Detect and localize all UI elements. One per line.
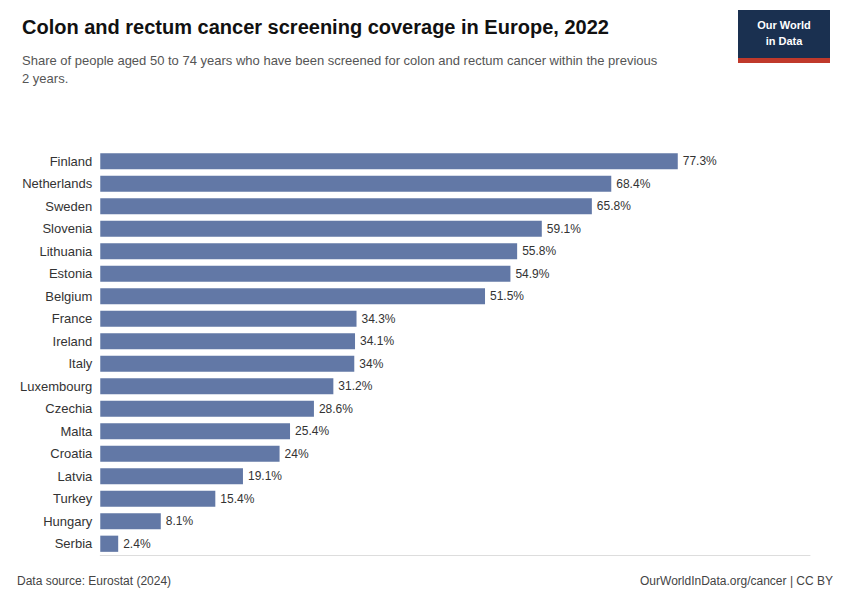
svg-text:34.1%: 34.1% bbox=[360, 334, 394, 348]
svg-text:Luxembourg: Luxembourg bbox=[20, 379, 92, 394]
svg-text:15.4%: 15.4% bbox=[220, 492, 254, 506]
svg-text:54.9%: 54.9% bbox=[515, 267, 549, 281]
svg-text:28.6%: 28.6% bbox=[319, 402, 353, 416]
svg-text:Turkey: Turkey bbox=[53, 491, 93, 506]
svg-text:8.1%: 8.1% bbox=[166, 514, 194, 528]
svg-text:Lithuania: Lithuania bbox=[39, 244, 93, 259]
svg-text:Malta: Malta bbox=[60, 424, 93, 439]
svg-text:65.8%: 65.8% bbox=[597, 199, 631, 213]
svg-text:Our World: Our World bbox=[757, 19, 811, 31]
svg-text:in Data: in Data bbox=[766, 35, 804, 47]
svg-text:Hungary: Hungary bbox=[43, 514, 93, 529]
svg-text:31.2%: 31.2% bbox=[338, 379, 372, 393]
svg-text:Colon and rectum cancer screen: Colon and rectum cancer screening covera… bbox=[22, 16, 609, 38]
svg-text:Croatia: Croatia bbox=[50, 446, 93, 461]
svg-text:19.1%: 19.1% bbox=[248, 469, 282, 483]
svg-text:Sweden: Sweden bbox=[45, 199, 92, 214]
svg-text:Estonia: Estonia bbox=[49, 266, 93, 281]
svg-text:2.4%: 2.4% bbox=[123, 537, 151, 551]
svg-text:Latvia: Latvia bbox=[58, 469, 93, 484]
svg-text:51.5%: 51.5% bbox=[490, 289, 524, 303]
svg-text:Share of people aged 50 to 74: Share of people aged 50 to 74 years who … bbox=[22, 53, 658, 68]
svg-text:59.1%: 59.1% bbox=[547, 222, 581, 236]
svg-text:OurWorldInData.org/cancer | CC: OurWorldInData.org/cancer | CC BY bbox=[640, 574, 833, 588]
svg-text:Serbia: Serbia bbox=[55, 536, 93, 551]
svg-text:77.3%: 77.3% bbox=[683, 154, 717, 168]
svg-text:Italy: Italy bbox=[68, 356, 92, 371]
svg-text:55.8%: 55.8% bbox=[522, 244, 556, 258]
svg-text:24%: 24% bbox=[285, 447, 309, 461]
svg-text:Data source: Eurostat (2024): Data source: Eurostat (2024) bbox=[17, 574, 171, 588]
svg-text:Netherlands: Netherlands bbox=[22, 176, 93, 191]
svg-text:25.4%: 25.4% bbox=[295, 424, 329, 438]
svg-text:34%: 34% bbox=[359, 357, 383, 371]
svg-text:34.3%: 34.3% bbox=[362, 312, 396, 326]
svg-text:Slovenia: Slovenia bbox=[42, 221, 93, 236]
svg-text:Belgium: Belgium bbox=[45, 289, 92, 304]
svg-text:Finland: Finland bbox=[50, 154, 93, 169]
svg-text:France: France bbox=[52, 311, 92, 326]
svg-text:2 years.: 2 years. bbox=[22, 71, 68, 86]
svg-text:Czechia: Czechia bbox=[45, 401, 93, 416]
svg-text:Ireland: Ireland bbox=[53, 334, 93, 349]
svg-text:68.4%: 68.4% bbox=[616, 177, 650, 191]
